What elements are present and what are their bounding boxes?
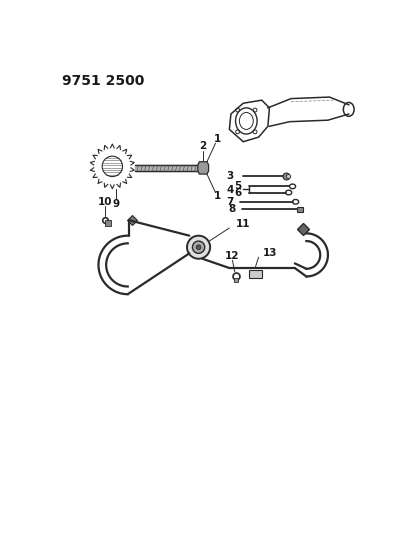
Polygon shape bbox=[134, 165, 200, 171]
Text: 13: 13 bbox=[263, 248, 277, 257]
Circle shape bbox=[196, 245, 200, 249]
Bar bbox=[297, 207, 302, 212]
Text: 4: 4 bbox=[226, 185, 234, 195]
Bar bbox=[249, 270, 261, 278]
Text: 12: 12 bbox=[225, 251, 239, 261]
Text: 5: 5 bbox=[234, 181, 241, 191]
Text: 7: 7 bbox=[226, 197, 234, 207]
Text: 9751 2500: 9751 2500 bbox=[61, 74, 144, 88]
Polygon shape bbox=[197, 161, 208, 174]
Text: 11: 11 bbox=[235, 219, 249, 229]
Text: 2: 2 bbox=[199, 141, 206, 151]
Text: 9: 9 bbox=[112, 199, 119, 209]
Text: 1: 1 bbox=[213, 191, 221, 201]
Text: 3: 3 bbox=[226, 171, 234, 181]
Text: 6: 6 bbox=[234, 188, 241, 198]
Text: 10: 10 bbox=[97, 197, 112, 207]
Text: 8: 8 bbox=[228, 205, 235, 214]
Text: 1: 1 bbox=[213, 134, 221, 144]
Circle shape bbox=[192, 241, 204, 253]
Circle shape bbox=[187, 236, 210, 259]
